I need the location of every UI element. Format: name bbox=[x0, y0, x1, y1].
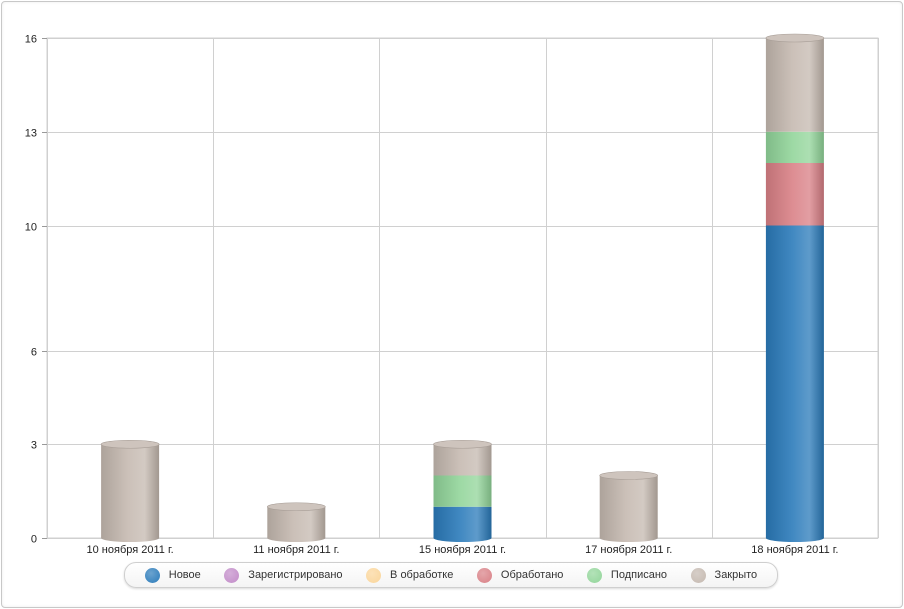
bar-base bbox=[101, 534, 160, 542]
y-tick-label: 3 bbox=[31, 440, 37, 452]
bar-top bbox=[765, 33, 825, 43]
legend-item[interactable]: Обработано bbox=[476, 567, 564, 583]
chart-legend: Новое Зарегистрировано В обработке Обработа… bbox=[124, 562, 778, 588]
x-tick-label: 10 ноября 2011 г. bbox=[87, 544, 174, 556]
y-tick-label: 10 bbox=[25, 222, 37, 234]
legend-item[interactable]: Закрыто bbox=[690, 567, 758, 583]
bar-base bbox=[267, 534, 326, 542]
bar-segment bbox=[765, 131, 824, 163]
legend-swatch bbox=[224, 567, 240, 583]
bar-base bbox=[599, 534, 658, 542]
bar-segment bbox=[101, 444, 160, 538]
y-tick-label: 6 bbox=[31, 347, 37, 359]
legend-swatch bbox=[690, 567, 706, 583]
bar-segment bbox=[599, 475, 658, 538]
x-tick-label: 18 ноября 2011 г. bbox=[751, 544, 838, 556]
x-tick-label: 17 ноября 2011 г. bbox=[585, 544, 672, 556]
bar-top bbox=[100, 439, 160, 449]
legend-label: В обработке bbox=[390, 569, 454, 581]
y-tick-label: 0 bbox=[31, 534, 37, 546]
x-tick-label: 11 ноября 2011 г. bbox=[253, 544, 339, 556]
bar-segment bbox=[765, 163, 824, 226]
bar-base bbox=[433, 534, 492, 542]
y-tick-label: 16 bbox=[25, 34, 37, 46]
bar-top bbox=[599, 471, 659, 480]
bar-segment bbox=[433, 475, 492, 507]
x-tick-label: 15 ноября 2011 г. bbox=[419, 544, 506, 556]
legend-label: Зарегистрировано bbox=[248, 569, 343, 581]
legend-swatch bbox=[586, 567, 602, 583]
legend-swatch bbox=[476, 567, 492, 583]
legend-label: Обработано bbox=[500, 569, 564, 581]
bar-segment bbox=[765, 38, 824, 132]
legend-label: Новое bbox=[168, 569, 201, 581]
y-tick-label: 13 bbox=[25, 128, 37, 140]
bar-top bbox=[266, 502, 326, 512]
legend-item[interactable]: Подписано bbox=[586, 567, 668, 583]
legend-item[interactable]: Новое bbox=[144, 567, 201, 583]
bar-segment bbox=[765, 225, 824, 538]
legend-item[interactable]: В обработке bbox=[366, 567, 454, 583]
bar-base bbox=[765, 534, 824, 542]
legend-swatch bbox=[366, 567, 382, 583]
bar-top bbox=[433, 439, 492, 449]
bar-segment bbox=[433, 506, 492, 538]
legend-label: Закрыто bbox=[714, 569, 758, 581]
legend-swatch bbox=[144, 567, 160, 583]
legend-label: Подписано bbox=[610, 569, 668, 581]
legend-item[interactable]: Зарегистрировано bbox=[224, 567, 343, 583]
bar-segment bbox=[267, 506, 326, 538]
bar-segment bbox=[433, 444, 492, 476]
